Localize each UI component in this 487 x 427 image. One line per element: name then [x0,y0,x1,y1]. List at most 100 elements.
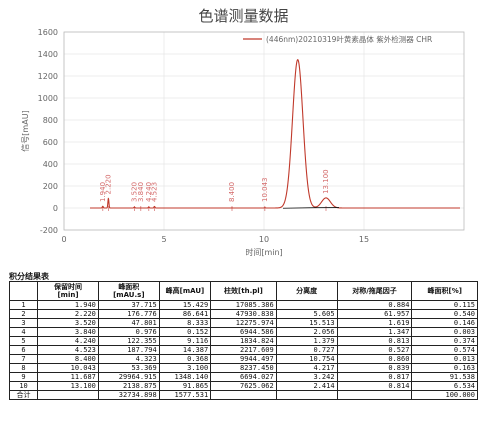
table-cell: 91.538 [411,372,478,382]
table-cell: 4.323 [97,354,160,364]
table-cell: 47.801 [97,318,160,328]
table-cell [275,300,338,310]
table-cell: 0.860 [336,354,413,364]
table-header-cell: 峰面积 [mAU.s] [97,281,160,301]
table-cell: 4.217 [275,363,338,373]
table-header-cell: 分离度 [275,281,338,301]
integration-baseline [282,207,340,209]
chromatogram-trace [90,59,460,209]
table-row: 2 2.220 176.776 86.641 47930.838 5.605 61.957 0… [8,309,478,319]
table-cell: 10.043 [37,363,99,373]
table-cell: 9 [8,372,39,382]
table-cell: 0.817 [336,372,413,382]
table-cell: 0.163 [411,363,478,373]
table-cell: 1348.140 [158,372,212,382]
chart-title: 色谱测量数据 [198,7,289,25]
table-cell: 53.369 [97,363,160,373]
table-cell: 4.523 [37,345,99,355]
table-cell: 2.056 [275,327,338,337]
table-cell [275,390,338,400]
table-body: 1 1.940 37.715 15.429 17085.386 0.884 0.115 2 2.… [8,300,478,400]
y-tick-label: 400 [43,160,58,169]
table-cell: 5 [8,336,39,346]
legend: (446nm)20210319叶黄素晶体 紫外检测器 CHR [243,34,432,44]
y-tick-label: 1400 [38,50,58,59]
peak-retention-label: 3.840 [137,182,145,202]
peak-retention-label: 4.523 [150,182,158,202]
table-cell: 3.100 [158,363,212,373]
table-cell: 11.687 [37,372,99,382]
table-row: 1 1.940 37.715 15.429 17085.386 0.884 0.115 [8,300,478,310]
table-cell: 0.574 [411,345,478,355]
table-row: 5 4.240 122.355 9.116 1834.824 1.379 0.813 0.37… [8,336,478,346]
table-cell: 12275.974 [210,318,277,328]
table-header-cell: 柱效[th.pl] [210,281,277,301]
table-row: 9 11.687 29964.915 1348.140 6694.027 3.242 0.8… [8,372,478,382]
table-cell: 91.865 [158,381,212,391]
table-cell: 1834.824 [210,336,277,346]
y-tick-label: 600 [43,138,58,147]
table-row: 4 3.840 0.976 0.152 6944.586 2.056 1.347 0.003 [8,327,478,337]
table-header-cell: 峰面积[%] [411,281,478,301]
table-cell: 0.152 [158,327,212,337]
table-cell: 1.940 [37,300,99,310]
table-cell: 86.641 [158,309,212,319]
y-tick-label: 1000 [38,94,58,103]
table-cell: 6944.586 [210,327,277,337]
table-cell: 37.715 [97,300,160,310]
y-tick-label: 800 [43,116,58,125]
table-cell: 176.776 [97,309,160,319]
table-cell: 10.754 [275,354,338,364]
peak-retention-label: 10.043 [261,178,269,203]
integration-results-table: 保留时间 [min] 峰面积 [mAU.s] 峰高[mAU] 柱效[th.pl] 分离度 对称… [8,281,478,400]
table-cell: 7625.062 [210,381,277,391]
table-cell: 8.333 [158,318,212,328]
table-header-cell: 对称/拖尾因子 [336,281,413,301]
table-cell: 7 [8,354,39,364]
table-cell: 6 [8,345,39,355]
table-cell: 8.400 [37,354,99,364]
legend-label: (446nm)20210319叶黄素晶体 紫外检测器 CHR [266,34,432,44]
table-cell: 0.374 [411,336,478,346]
table-cell: 187.794 [97,345,160,355]
table-cell: 1.619 [336,318,413,328]
y-tick-label: 1600 [38,28,58,37]
table-cell [336,390,413,400]
peak-retention-label: 2.220 [104,174,112,194]
table-cell: 2217.609 [210,345,277,355]
table-cell: 61.957 [336,309,413,319]
table-cell: 13.100 [37,381,99,391]
table-cell: 0.540 [411,309,478,319]
table-cell: 6.534 [411,381,478,391]
table-cell: 9944.497 [210,354,277,364]
y-tick-label: -200 [40,226,58,235]
table-cell: 1577.531 [158,390,212,400]
x-tick-label: 5 [161,235,166,244]
y-axis-label: 信号[mAU] [20,110,30,151]
table-caption: 积分结果表 [9,272,49,281]
table-cell: 47930.838 [210,309,277,319]
table-cell: 0.813 [336,336,413,346]
table-header-cell [8,281,39,301]
table-row: 8 10.043 53.369 3.100 8237.450 4.217 0.839 0.16… [8,363,478,373]
table-header-cell: 保留时间 [min] [37,281,99,301]
peak-retention-label: 4.240 [145,182,153,202]
table-cell: 8 [8,363,39,373]
table-cell: 9.116 [158,336,212,346]
table-cell: 0.527 [336,345,413,355]
table-cell: 4 [8,327,39,337]
table-cell: 17085.386 [210,300,277,310]
table-cell: 3.520 [37,318,99,328]
y-tick-label: 200 [43,182,58,191]
x-tick-label: 0 [61,235,66,244]
x-tick-label: 15 [359,235,369,244]
table-row: 10 13.100 2138.875 91.865 7625.062 2.414 0.814… [8,381,478,391]
y-tick-label: 1200 [38,72,58,81]
table-cell: 0.146 [411,318,478,328]
peak-retention-label: 8.400 [228,182,236,202]
table-header-row: 保留时间 [min] 峰面积 [mAU.s] 峰高[mAU] 柱效[th.pl] 分离度 对称… [8,281,478,301]
table-cell [37,390,99,400]
